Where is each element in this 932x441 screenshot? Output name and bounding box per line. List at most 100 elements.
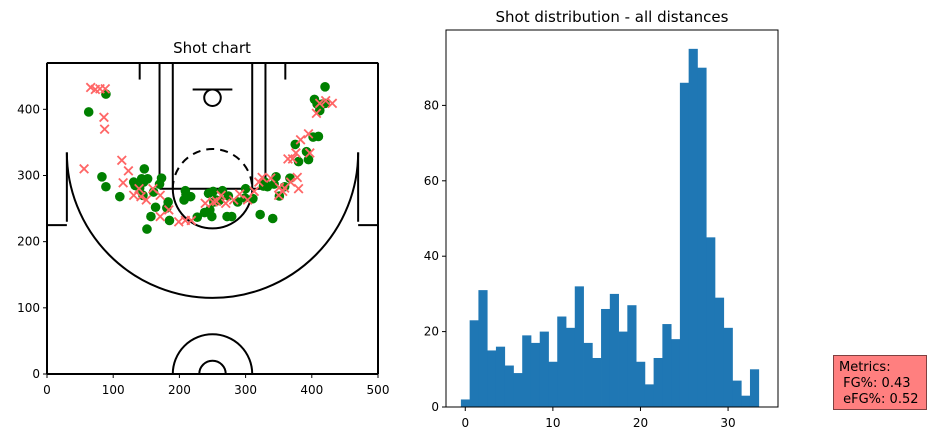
histogram-bar	[697, 67, 707, 407]
x-tick-label: 200	[168, 383, 191, 397]
histogram-bar	[618, 331, 628, 407]
missed-shot-marker	[186, 215, 197, 226]
made-shot-marker	[164, 215, 175, 226]
missed-shot-marker	[283, 154, 293, 164]
missed-shot-marker	[136, 191, 146, 202]
missed-shot-marker	[116, 155, 127, 166]
histogram-bar	[495, 346, 506, 407]
histogram-bar	[627, 305, 637, 407]
x-tick-label: 300	[234, 383, 257, 397]
y-tick-label: 20	[424, 325, 439, 339]
made-shot-marker	[150, 202, 161, 213]
missed-shot-marker	[293, 183, 304, 194]
missed-shot-marker	[295, 134, 306, 145]
made-shot-marker	[83, 107, 94, 117]
missed-shot-marker	[123, 165, 134, 176]
missed-shot-marker	[134, 183, 144, 194]
histogram-bar	[749, 369, 760, 407]
y-tick-label: 40	[424, 249, 439, 263]
shot-chart-axes: 0 100 200 300 400 500 0 100 200 300 400	[17, 62, 390, 397]
missed-shot-marker	[211, 196, 222, 207]
missed-shot-marker	[141, 195, 152, 205]
made-shot-marker	[115, 191, 125, 202]
x-tick-label: 20	[633, 416, 648, 430]
missed-shot-marker	[257, 172, 268, 183]
histogram-bar	[566, 327, 576, 407]
shot-points	[79, 82, 338, 234]
made-shot-marker	[223, 191, 234, 201]
made-shot-marker	[267, 213, 278, 224]
missed-shot-marker	[79, 163, 90, 174]
missed-shot-marker	[98, 112, 109, 123]
x-tick-label: 0	[461, 416, 469, 430]
made-shot-marker	[101, 181, 111, 192]
x-tick-label: 400	[300, 383, 323, 397]
made-shot-marker	[226, 211, 237, 222]
x-tick-label: 100	[102, 383, 125, 397]
histogram-bar	[487, 350, 497, 407]
histogram-bar	[548, 361, 558, 407]
missed-shot-marker	[200, 198, 211, 209]
missed-shot-marker	[155, 211, 166, 222]
missed-shot-marker	[303, 128, 314, 139]
y-tick-label: 100	[17, 301, 40, 315]
y-tick-label: 0	[32, 367, 40, 381]
made-shot-marker	[207, 211, 217, 222]
missed-shot-marker	[327, 98, 338, 109]
missed-shot-marker	[249, 186, 260, 197]
missed-shot-marker	[163, 204, 174, 215]
histogram-title: Shot distribution - all distances	[496, 8, 729, 26]
histogram-bar	[504, 365, 514, 407]
missed-shot-marker	[155, 190, 166, 201]
histogram-bar	[679, 82, 690, 407]
three-point-arc	[65, 152, 360, 299]
y-tick-label: 300	[17, 168, 40, 182]
hoop	[203, 88, 222, 108]
histogram-panel: Shot distribution - all distances 0 10 20 3…	[424, 8, 779, 430]
half-court-outer-circle	[171, 333, 254, 375]
histogram-axes: 0 10 20 30 0 20 40 60 80	[424, 29, 779, 430]
histogram-bar	[609, 293, 619, 407]
histogram-bar	[583, 342, 593, 407]
made-shot-marker	[138, 177, 149, 187]
histogram-bar	[653, 357, 663, 407]
x-tick-label: 10	[545, 416, 560, 430]
y-tick-label: 80	[424, 98, 439, 112]
made-shot-marker	[163, 197, 173, 207]
y-tick-label: 200	[17, 235, 40, 249]
made-shot-marker	[156, 173, 167, 183]
missed-shot-marker	[99, 124, 110, 135]
made-shot-marker	[269, 179, 279, 189]
missed-shot-marker	[208, 197, 219, 207]
efg-percent: eFG%: 0.52	[839, 392, 919, 407]
made-shot-marker	[208, 186, 218, 197]
x-tick-label: 500	[367, 383, 390, 397]
half-court-inner-circle	[198, 359, 227, 375]
histogram-bar	[592, 357, 602, 407]
missed-shot-marker	[292, 172, 303, 183]
histogram-bar	[662, 324, 672, 407]
histogram-bar	[706, 237, 716, 407]
missed-shot-marker	[320, 95, 331, 106]
missed-shot-marker	[273, 190, 284, 201]
made-shot-marker	[142, 224, 152, 234]
missed-shot-marker	[304, 148, 315, 158]
histogram-bar	[601, 308, 611, 407]
missed-shot-marker	[242, 195, 253, 205]
histogram-bar	[688, 48, 698, 407]
free-throw-circle-upper	[171, 148, 254, 189]
histogram-bar	[539, 331, 549, 407]
missed-shot-marker	[265, 173, 276, 184]
free-throw-circle-lower	[171, 188, 254, 230]
y-tick-label: 400	[17, 102, 40, 116]
made-shot-marker	[192, 212, 203, 222]
histogram-bar	[513, 373, 523, 407]
histogram-bar	[644, 384, 655, 407]
made-shot-marker	[293, 156, 304, 167]
histogram-frame	[445, 29, 779, 408]
missed-shot-marker	[100, 83, 111, 94]
x-tick-label: 0	[43, 383, 51, 397]
histogram-bar	[741, 395, 751, 407]
histogram-bar	[723, 327, 733, 407]
missed-shot-marker	[253, 177, 264, 188]
